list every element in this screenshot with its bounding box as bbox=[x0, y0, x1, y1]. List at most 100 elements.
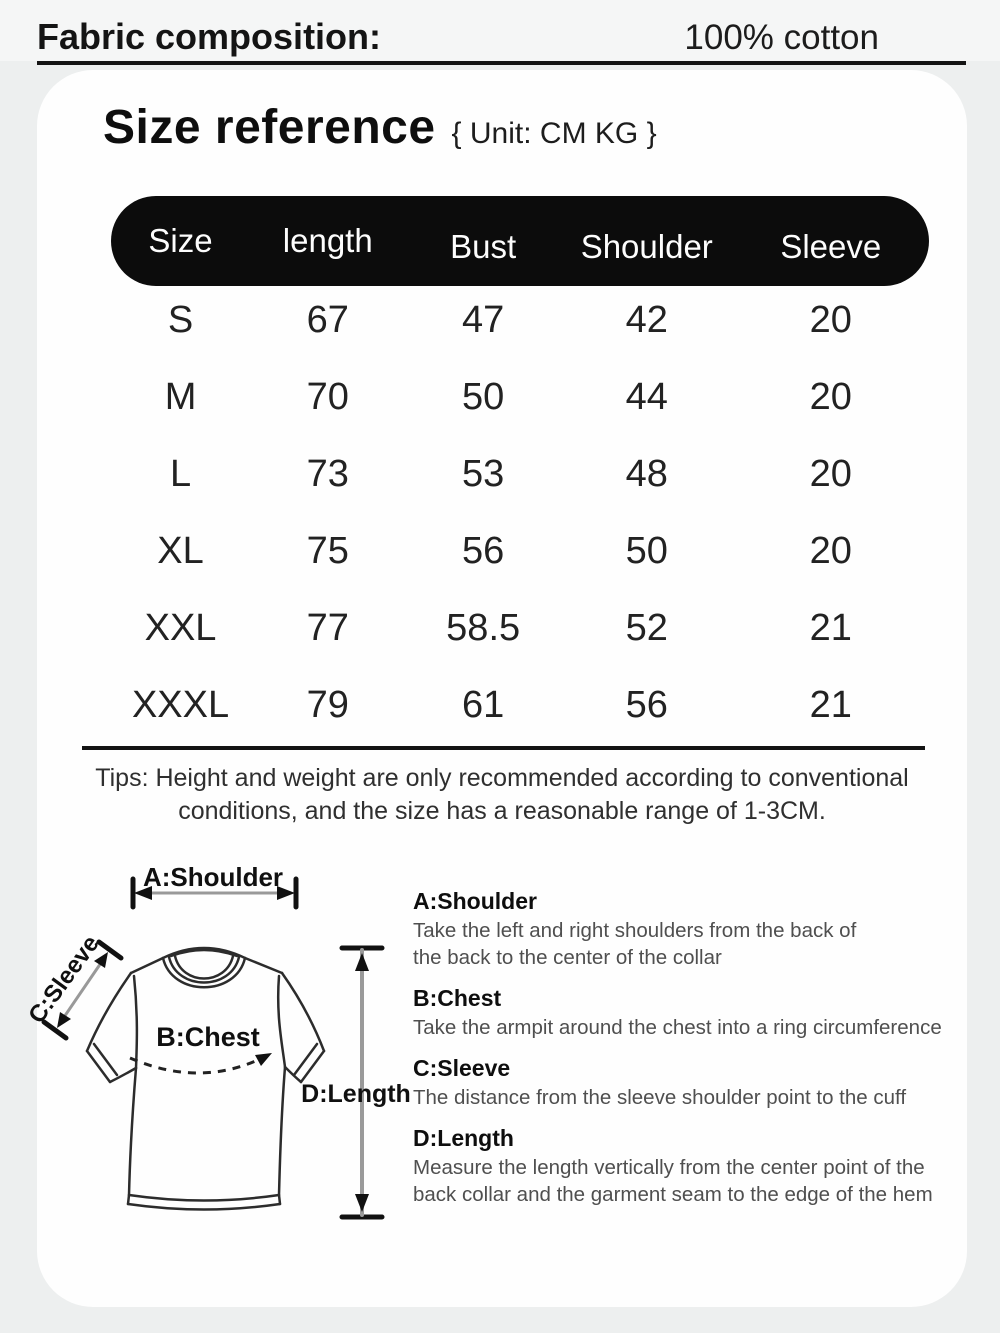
cell-length: 67 bbox=[306, 299, 349, 341]
arrow-up-right-icon bbox=[94, 952, 108, 968]
body-right-edge bbox=[277, 1065, 287, 1197]
chest-arrow-icon bbox=[255, 1053, 272, 1066]
cell-sleeve: 21 bbox=[809, 607, 852, 649]
collar-front-mid bbox=[167, 955, 241, 984]
left-cuff-band bbox=[92, 1042, 119, 1077]
right-sleeve-top bbox=[280, 971, 326, 1053]
sleeve-measure: C:Sleeve bbox=[30, 931, 124, 1041]
right-cuff-edge bbox=[299, 1049, 326, 1084]
cell-bust: 56 bbox=[462, 530, 505, 572]
chest-measure: B:Chest bbox=[129, 1022, 272, 1075]
cell-bust: 61 bbox=[462, 684, 505, 726]
table-row-xl: XL 75 56 50 20 bbox=[111, 513, 929, 590]
cell-bust: 50 bbox=[462, 376, 505, 418]
tshirt-measure-diagram: A:Shoulder C:Sleeve D:Length bbox=[30, 862, 411, 1220]
size-table-header-row: Size length Bust Shoulder Sleeve bbox=[111, 196, 929, 286]
tshirt-outline bbox=[85, 946, 326, 1211]
measurement-guide: A:Shoulder Take the left and right shoul… bbox=[413, 888, 979, 1222]
arrow-left-icon bbox=[134, 886, 152, 900]
arrow-down-icon bbox=[355, 1194, 369, 1212]
shoulder-seams bbox=[129, 956, 284, 975]
sleeve-measure-ticks bbox=[41, 939, 124, 1041]
cell-length: 70 bbox=[306, 376, 349, 418]
column-header-size: Size bbox=[148, 222, 213, 259]
cell-shoulder: 52 bbox=[625, 607, 668, 649]
guide-text-shoulder: Take the left and right shoulders from t… bbox=[413, 919, 857, 969]
column-header-sleeve: Sleeve bbox=[780, 228, 882, 265]
column-header-shoulder: Shoulder bbox=[580, 228, 713, 265]
size-reference-title: Size reference bbox=[103, 101, 436, 154]
collar-back-outer bbox=[161, 946, 247, 960]
cell-length: 75 bbox=[306, 530, 349, 572]
cell-length: 79 bbox=[306, 684, 349, 726]
cell-size: S bbox=[167, 299, 194, 341]
hem-ends bbox=[126, 1193, 282, 1206]
shoulder-measure-ticks bbox=[130, 876, 299, 910]
cell-shoulder: 44 bbox=[625, 376, 668, 418]
tips-text: Tips: Height and weight are only recomme… bbox=[95, 764, 909, 825]
cell-shoulder: 42 bbox=[625, 299, 668, 341]
table-row-m: M 70 50 44 20 bbox=[111, 359, 929, 436]
table-row-xxl: XXL 77 58.5 52 21 bbox=[111, 590, 929, 667]
cell-size: L bbox=[169, 453, 192, 495]
chest-dashed-line bbox=[129, 1054, 267, 1075]
table-row-s: S 67 47 42 20 bbox=[111, 282, 929, 359]
column-header-bust: Bust bbox=[450, 228, 517, 265]
guide-heading-length: D:Length bbox=[413, 1125, 514, 1151]
cell-size: XXL bbox=[144, 607, 217, 649]
fabric-composition-value: 100% cotton bbox=[684, 18, 879, 57]
length-measure: D:Length bbox=[301, 945, 411, 1220]
left-cuff-edge bbox=[85, 1049, 112, 1084]
guide-text-sleeve: The distance from the sleeve shoulder po… bbox=[413, 1086, 907, 1109]
cell-size: XXXL bbox=[131, 684, 230, 726]
top-strip bbox=[0, 0, 1000, 61]
guide-text-chest: Take the armpit around the chest into a … bbox=[413, 1016, 942, 1039]
cell-sleeve: 20 bbox=[809, 530, 852, 572]
cell-length: 73 bbox=[306, 453, 349, 495]
right-cuff-band bbox=[292, 1042, 319, 1077]
collar-front-inner bbox=[173, 954, 235, 980]
fabric-composition-label: Fabric composition: bbox=[37, 16, 382, 57]
left-body-seam bbox=[132, 974, 139, 1070]
left-sleeve-under bbox=[108, 1066, 138, 1084]
cell-bust: 47 bbox=[462, 299, 505, 341]
cell-size: XL bbox=[157, 530, 204, 572]
arrow-right-icon bbox=[277, 886, 295, 900]
size-reference-card: Size reference { Unit: CM KG } Size leng… bbox=[30, 70, 967, 1307]
guide-heading-shoulder: A:Shoulder bbox=[413, 888, 537, 914]
arrow-up-icon bbox=[355, 953, 369, 971]
table-bottom-rule bbox=[82, 746, 925, 750]
shoulder-measure-label: A:Shoulder bbox=[143, 862, 283, 892]
guide-text-length: Measure the length vertically from the c… bbox=[413, 1156, 933, 1206]
length-measure-label: D:Length bbox=[301, 1080, 411, 1108]
unit-note: { Unit: CM KG } bbox=[451, 117, 657, 150]
left-sleeve-top bbox=[85, 971, 133, 1053]
collar-back-inner bbox=[169, 948, 239, 958]
table-row-l: L 73 53 48 20 bbox=[111, 436, 929, 513]
cell-sleeve: 20 bbox=[809, 299, 852, 341]
arrow-down-left-icon bbox=[57, 1012, 71, 1028]
header-divider-rule bbox=[37, 61, 966, 65]
column-header-length: length bbox=[282, 222, 373, 259]
cell-size: M bbox=[164, 376, 197, 418]
shoulder-measure: A:Shoulder bbox=[130, 862, 299, 910]
sleeve-measure-line bbox=[58, 955, 107, 1025]
cell-shoulder: 50 bbox=[625, 530, 668, 572]
hem-bottom bbox=[126, 1202, 282, 1211]
cell-sleeve: 20 bbox=[809, 376, 852, 418]
right-body-seam bbox=[276, 974, 287, 1069]
cell-sleeve: 20 bbox=[809, 453, 852, 495]
cell-shoulder: 48 bbox=[625, 453, 668, 495]
cell-bust: 53 bbox=[462, 453, 505, 495]
chest-measure-label: B:Chest bbox=[156, 1022, 260, 1052]
guide-heading-chest: B:Chest bbox=[413, 985, 502, 1011]
size-table-body: S 67 47 42 20 M 70 50 44 20 L 73 53 48 2… bbox=[111, 282, 929, 744]
cell-shoulder: 56 bbox=[625, 684, 668, 726]
guide-heading-sleeve: C:Sleeve bbox=[413, 1055, 511, 1081]
body-left-edge bbox=[127, 1066, 138, 1197]
hem-top bbox=[127, 1193, 281, 1202]
size-reference-title-row: Size reference { Unit: CM KG } bbox=[103, 100, 657, 155]
table-row-xxxl: XXXL 79 61 56 21 bbox=[111, 667, 929, 744]
collar-front-outer bbox=[161, 956, 247, 989]
